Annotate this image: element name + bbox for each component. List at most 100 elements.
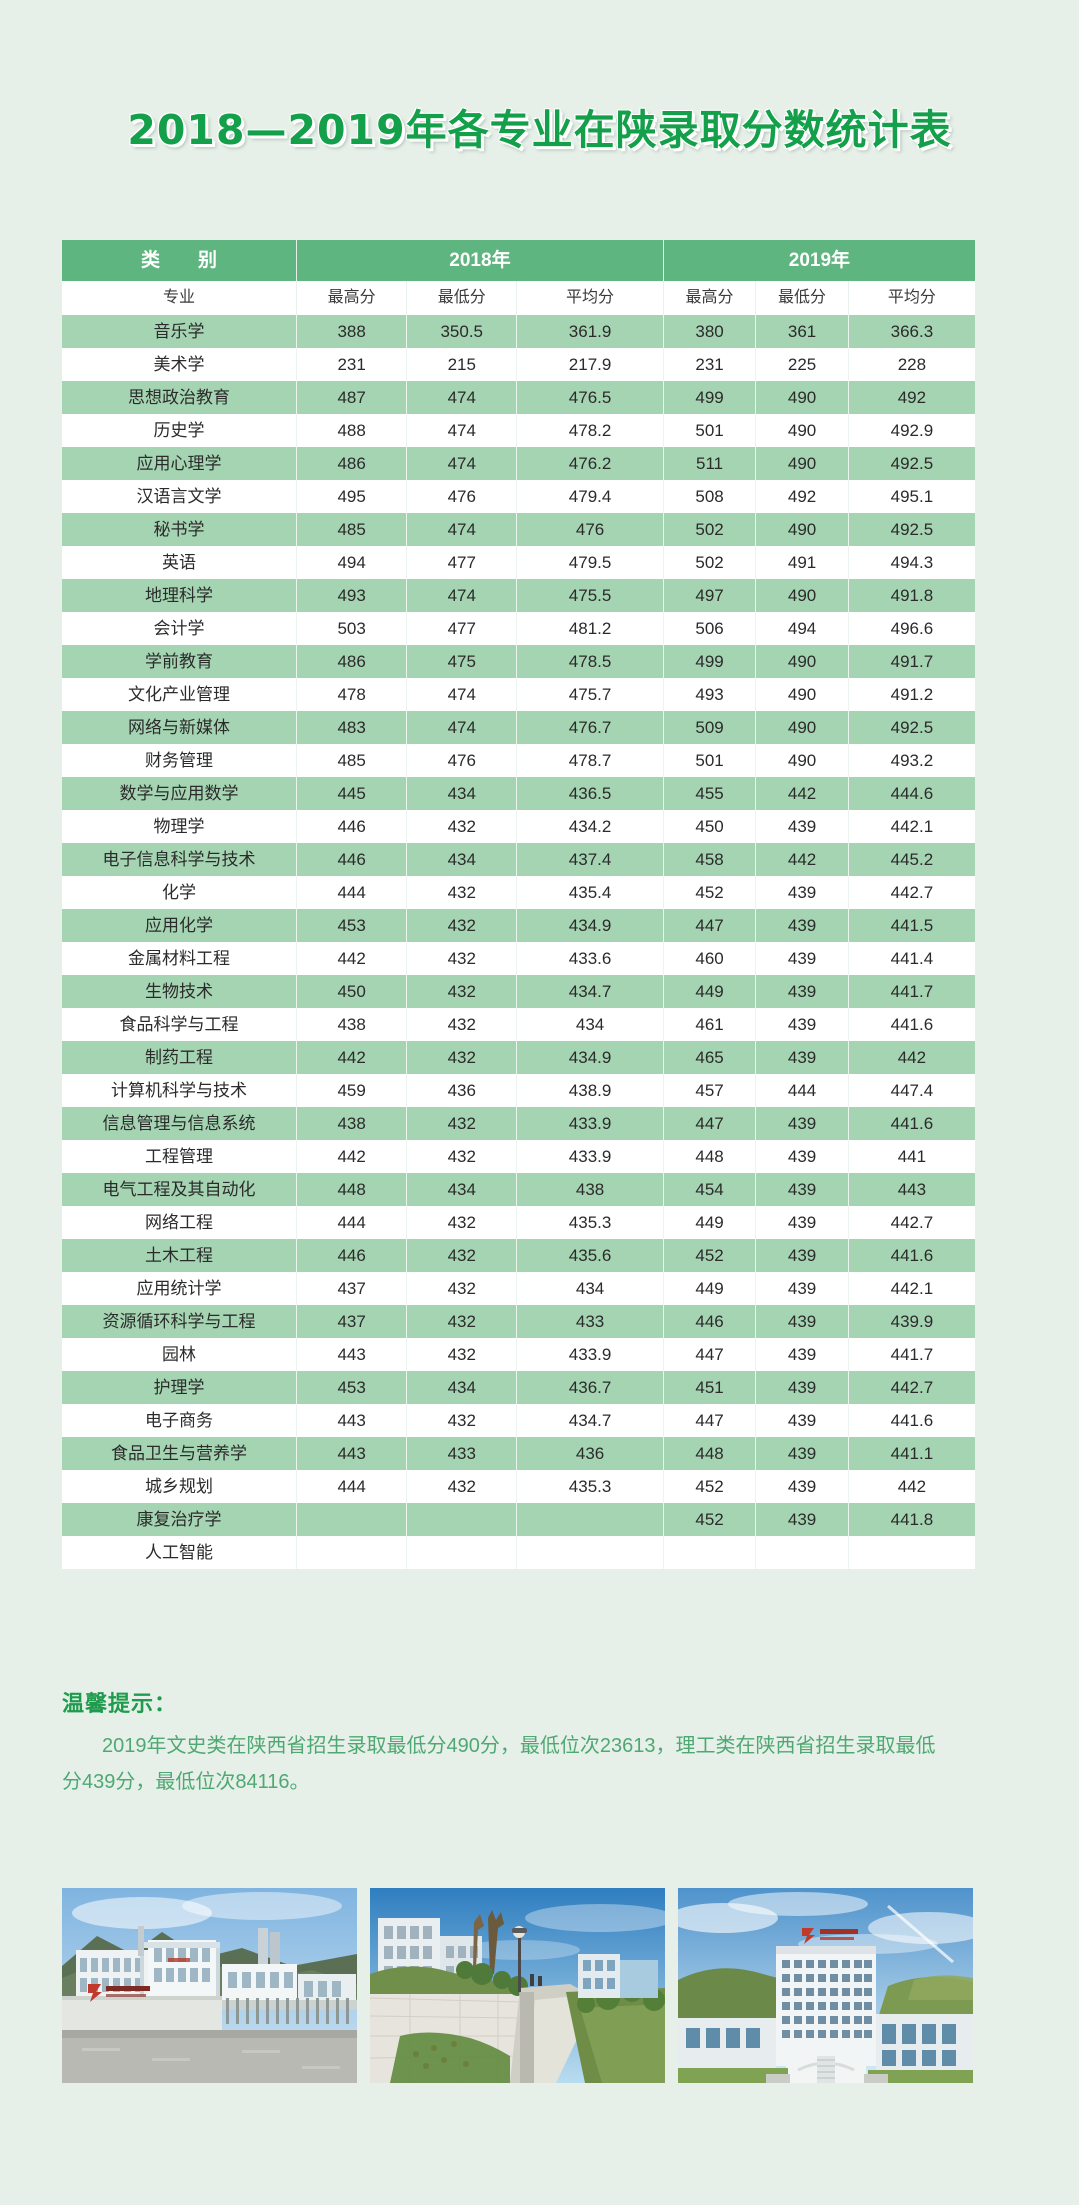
cell-y2019-avg: 492 [848,381,975,414]
cell-y2019-avg: 441.8 [848,1503,975,1536]
cell-y2019-max: 449 [663,975,757,1008]
cell-y2019-max: 454 [663,1173,757,1206]
cell-y2019-min: 490 [755,579,849,612]
cell-y2019-max [663,1536,757,1569]
cell-y2018-min: 432 [406,1206,518,1239]
table-row: 文化产业管理 478 474 475.7 493 490 491.2 [62,678,975,711]
cell-y2018-max: 446 [296,1239,408,1272]
cell-y2018-avg: 361.9 [516,315,664,348]
cell-y2019-max: 450 [663,810,757,843]
cell-major: 地理科学 [62,579,298,612]
cell-y2018-avg: 435.6 [516,1239,664,1272]
col-header-2018-avg: 平均分 [516,281,664,315]
cell-y2018-avg: 434.9 [516,909,664,942]
cell-y2019-avg: 441.6 [848,1107,975,1140]
cell-y2018-min: 432 [406,1338,518,1371]
cell-y2018-min: 434 [406,1173,518,1206]
table-row: 工程管理 442 432 433.9 448 439 441 [62,1140,975,1173]
cell-y2018-min [406,1536,518,1569]
cell-y2019-avg: 442.1 [848,810,975,843]
cell-y2019-min: 490 [755,513,849,546]
cell-y2018-avg: 438 [516,1173,664,1206]
cell-y2019-min: 442 [755,777,849,810]
cell-y2019-avg: 493.2 [848,744,975,777]
cell-major: 学前教育 [62,645,298,678]
table-row: 财务管理 485 476 478.7 501 490 493.2 [62,744,975,777]
cell-y2018-min: 215 [406,348,518,381]
cell-y2019-max: 449 [663,1272,757,1305]
cell-y2019-max: 506 [663,612,757,645]
cell-y2018-min: 433 [406,1437,518,1470]
cell-y2019-max: 448 [663,1437,757,1470]
cell-major: 电子商务 [62,1404,298,1437]
table-row: 计算机科学与技术 459 436 438.9 457 444 447.4 [62,1074,975,1107]
cell-y2019-avg: 441.6 [848,1008,975,1041]
cell-y2018-min: 432 [406,942,518,975]
photo-gallery [62,1888,992,2083]
cell-y2019-avg: 445.2 [848,843,975,876]
cell-y2019-min: 439 [755,942,849,975]
cell-y2019-min: 439 [755,1371,849,1404]
column-header-row: 专业 最高分 最低分 平均分 最高分 最低分 平均分 [62,281,975,315]
cell-y2018-min: 474 [406,414,518,447]
cell-major: 工程管理 [62,1140,298,1173]
cell-y2019-avg: 496.6 [848,612,975,645]
cell-y2018-avg: 478.5 [516,645,664,678]
cell-y2019-avg: 442.1 [848,1272,975,1305]
cell-major: 应用心理学 [62,447,298,480]
table-row: 学前教育 486 475 478.5 499 490 491.7 [62,645,975,678]
cell-y2018-min: 432 [406,1008,518,1041]
cell-y2019-max: 452 [663,1503,757,1536]
tip-heading: 温馨提示： [62,1691,178,1716]
cell-major: 应用统计学 [62,1272,298,1305]
cell-y2019-avg: 492.5 [848,447,975,480]
cell-y2018-min: 477 [406,546,518,579]
cell-major: 物理学 [62,810,298,843]
cell-y2018-min: 432 [406,1041,518,1074]
cell-y2018-min: 432 [406,876,518,909]
cell-y2018-min: 432 [406,1272,518,1305]
cell-y2018-max: 453 [296,909,408,942]
cell-y2018-avg: 434.7 [516,1404,664,1437]
cell-y2019-max: 501 [663,414,757,447]
table-row: 英语 494 477 479.5 502 491 494.3 [62,546,975,579]
cell-y2019-min: 439 [755,1503,849,1536]
cell-y2019-min: 439 [755,1173,849,1206]
cell-y2018-avg: 438.9 [516,1074,664,1107]
cell-major: 音乐学 [62,315,298,348]
cell-y2018-max: 443 [296,1404,408,1437]
cell-y2018-min: 476 [406,744,518,777]
cell-y2019-min: 490 [755,744,849,777]
cell-y2019-avg: 442.7 [848,1371,975,1404]
cell-y2018-max: 486 [296,645,408,678]
table-row: 金属材料工程 442 432 433.6 460 439 441.4 [62,942,975,975]
cell-y2018-avg: 434 [516,1008,664,1041]
cell-y2019-max: 497 [663,579,757,612]
cell-y2019-avg: 442 [848,1470,975,1503]
cell-y2019-avg: 441 [848,1140,975,1173]
cell-major: 网络与新媒体 [62,711,298,744]
table-row: 网络与新媒体 483 474 476.7 509 490 492.5 [62,711,975,744]
cell-y2018-max: 485 [296,513,408,546]
cell-y2018-avg: 217.9 [516,348,664,381]
cell-y2018-max: 459 [296,1074,408,1107]
cell-y2018-avg: 475.5 [516,579,664,612]
cell-y2018-max: 478 [296,678,408,711]
cell-y2019-min: 490 [755,447,849,480]
cell-y2019-min: 439 [755,1305,849,1338]
cell-y2018-avg: 434.7 [516,975,664,1008]
cell-major: 食品卫生与营养学 [62,1437,298,1470]
cell-y2018-min: 434 [406,843,518,876]
cell-y2019-min: 439 [755,1404,849,1437]
cell-y2018-avg: 433.9 [516,1140,664,1173]
cell-major: 计算机科学与技术 [62,1074,298,1107]
table-row: 美术学 231 215 217.9 231 225 228 [62,348,975,381]
cell-y2018-max: 444 [296,876,408,909]
cell-y2018-min: 436 [406,1074,518,1107]
col-header-major: 专业 [62,281,298,315]
tip-body: 2019年文史类在陕西省招生录取最低分490分，最低位次23613，理工类在陕西… [62,1735,936,1793]
table-row: 思想政治教育 487 474 476.5 499 490 492 [62,381,975,414]
table-row: 应用统计学 437 432 434 449 439 442.1 [62,1272,975,1305]
table-row: 电子信息科学与技术 446 434 437.4 458 442 445.2 [62,843,975,876]
cell-y2019-max: 499 [663,645,757,678]
